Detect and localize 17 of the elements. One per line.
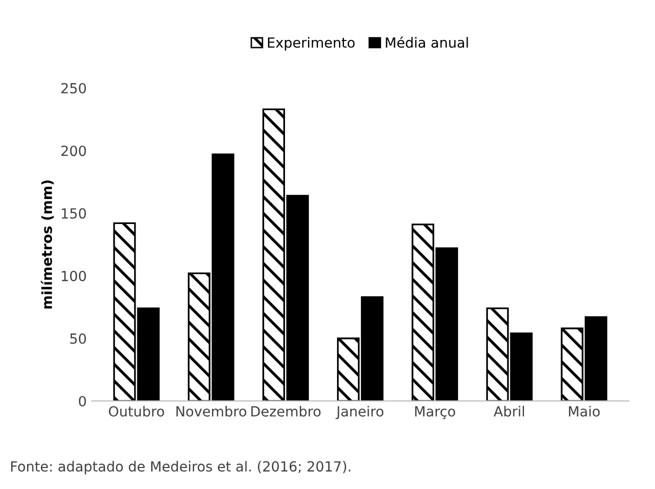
x-tick-label: Maio bbox=[568, 406, 600, 417]
x-tick-label: Março bbox=[415, 406, 456, 420]
y-tick-label: 200 bbox=[61, 146, 86, 156]
y-tick-label: 50 bbox=[70, 333, 86, 344]
x-tick-label: Janeiro bbox=[336, 406, 384, 420]
x-tick-label: Abril bbox=[494, 406, 524, 417]
source-note: Fonte: adaptado de Medeiros et al. (2016; 2017). bbox=[11, 460, 350, 474]
y-tick-label: 0 bbox=[78, 396, 86, 406]
x-tick-label: Outubro bbox=[108, 406, 164, 417]
legend-label: Média anual bbox=[386, 36, 468, 48]
legend-label: Experimento bbox=[268, 37, 355, 50]
x-tick-label: Novembro bbox=[176, 406, 246, 417]
y-axis-title: milímetros (mm) bbox=[40, 180, 54, 309]
y-tick-label: 150 bbox=[62, 208, 86, 219]
y-tick-label: 250 bbox=[61, 82, 86, 94]
y-tick-label: 100 bbox=[62, 270, 86, 282]
x-tick-label: Dezembro bbox=[251, 406, 321, 417]
